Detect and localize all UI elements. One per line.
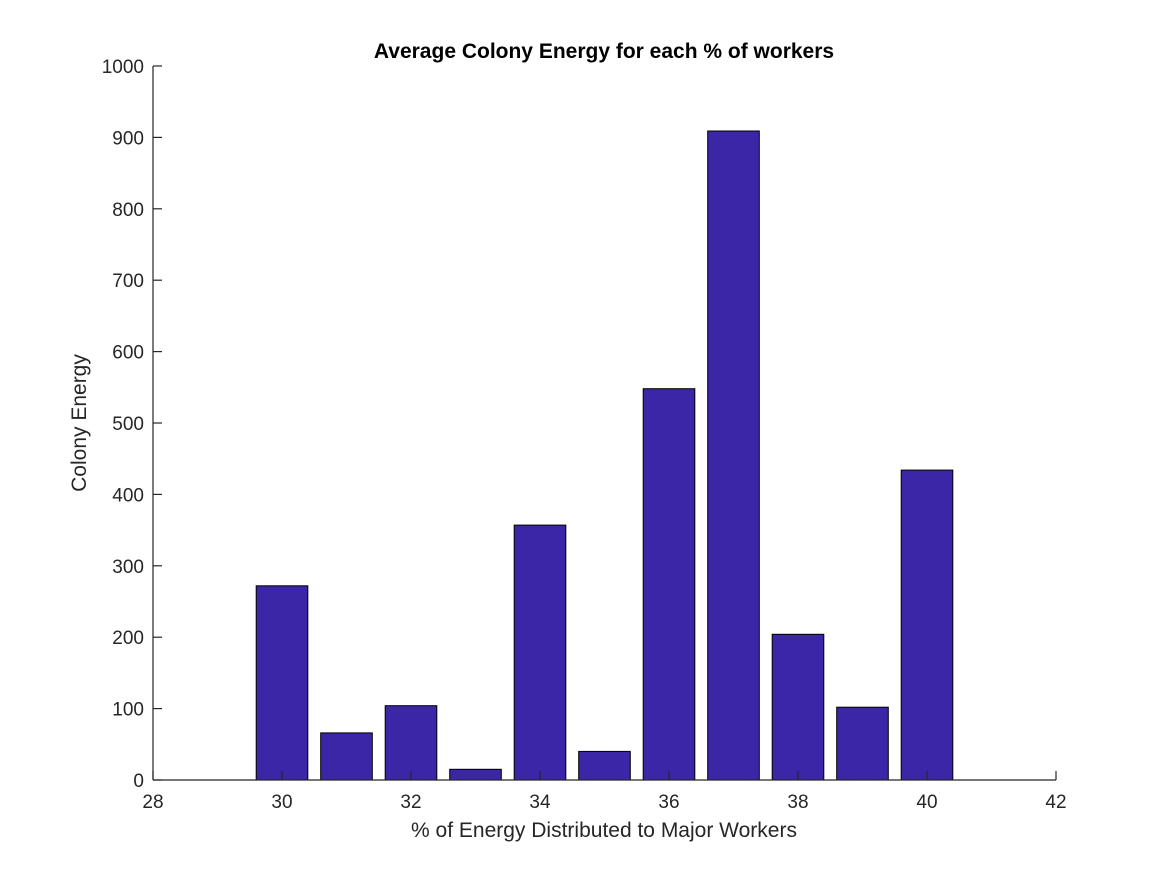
x-tick-label: 40 <box>916 792 937 813</box>
y-tick-label: 100 <box>112 700 144 721</box>
bar-x34 <box>513 524 567 781</box>
x-tick-label: 34 <box>529 792 551 813</box>
bar-x36 <box>642 388 696 781</box>
x-tick-label: 42 <box>1045 792 1066 813</box>
bar-x30 <box>255 585 309 781</box>
bar-x38 <box>771 633 825 781</box>
y-tick-label: 0 <box>133 771 144 792</box>
y-tick-label: 900 <box>112 128 144 149</box>
x-tick-label: 38 <box>787 792 808 813</box>
x-tick-label: 30 <box>271 792 292 813</box>
ticks-group: 28 30 32 34 36 38 40 42 0 100 200 300 400 500 600 700 80… <box>102 57 1067 813</box>
bar-x39 <box>836 706 889 781</box>
y-tick-label: 600 <box>112 343 144 364</box>
y-tick-label: 200 <box>112 628 144 649</box>
chart-title: Average Colony Energy for each % of work… <box>374 40 834 63</box>
x-tick-label: 28 <box>142 792 163 813</box>
y-tick-label: 400 <box>112 485 144 506</box>
y-tick-label: 700 <box>112 271 144 292</box>
x-tick-label: 32 <box>400 792 421 813</box>
y-tick-label: 500 <box>112 414 144 435</box>
x-axis-label: % of Energy Distributed to Major Workers <box>411 819 797 842</box>
bar-x31 <box>320 732 373 781</box>
y-axis-label: Colony Energy <box>68 354 91 492</box>
bar-x37 <box>707 130 760 781</box>
bar-x40 <box>900 469 954 781</box>
bar-x33 <box>449 768 502 781</box>
y-tick-label: 800 <box>112 200 144 221</box>
x-tick-label: 36 <box>658 792 679 813</box>
y-tick-label: 1000 <box>102 57 144 78</box>
bars-group <box>255 130 954 781</box>
y-tick-label: 300 <box>112 557 144 578</box>
bar-x32 <box>384 705 438 781</box>
bar-x35 <box>578 750 631 781</box>
